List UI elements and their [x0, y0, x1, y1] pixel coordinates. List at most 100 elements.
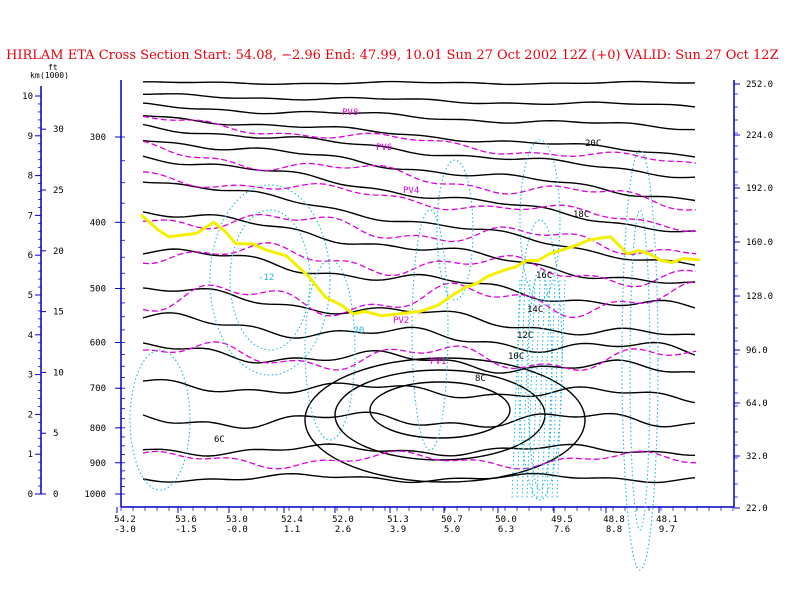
- isotherm-line: [142, 102, 695, 131]
- ft-unit-label: (1000): [40, 71, 69, 80]
- tropopause-line: [140, 213, 701, 318]
- isotherm-line: [142, 155, 696, 233]
- pressure-tick-label: 300: [90, 133, 106, 143]
- isotherm-line: [142, 123, 696, 179]
- vertical-velocity-line: [556, 279, 566, 501]
- pv-label: PV8: [342, 108, 358, 118]
- isotherm-line: [142, 139, 696, 202]
- isotherm-line: [142, 443, 696, 457]
- isotherm-label: 6C: [214, 435, 225, 445]
- vertical-velocity-line: [536, 279, 546, 501]
- km-tick-label: 10: [22, 92, 33, 102]
- right-tick-label: 160.0: [746, 238, 773, 248]
- lat-label: 48.8: [603, 515, 625, 525]
- km-tick-label: 8: [28, 172, 33, 182]
- pressure-tick-label: 1000: [84, 490, 106, 500]
- isotherm-line: [142, 472, 696, 484]
- ft-tick-label: 0: [53, 490, 58, 500]
- right-tick-label: 252.0: [746, 80, 773, 90]
- isotherm-ring: [334, 369, 546, 461]
- ft-label: ft: [48, 63, 58, 72]
- pv-line: [142, 242, 697, 288]
- vertical-velocity-line: [304, 259, 356, 441]
- lon-label: 1.1: [284, 525, 300, 535]
- pressure-tick-label: 400: [90, 218, 106, 228]
- isotherm-line: [142, 312, 696, 356]
- lat-label: 53.0: [226, 515, 248, 525]
- isotherm-label: 20C: [585, 139, 601, 149]
- pv-line: [142, 281, 697, 319]
- pv-label: PV6: [376, 143, 392, 153]
- isotherm-ring: [369, 381, 511, 439]
- lat-label: 52.0: [332, 515, 354, 525]
- vertical-velocity-line: [516, 279, 526, 501]
- vertical-velocity-line: [551, 279, 561, 501]
- vertical-velocity-line: [526, 279, 536, 501]
- lon-label: -1.5: [175, 525, 197, 535]
- pv-line: [142, 171, 697, 233]
- km-tick-label: 9: [28, 132, 33, 142]
- pressure-tick-label: 600: [90, 339, 106, 349]
- isotherm-label: 12C: [517, 331, 533, 341]
- right-tick-label: 128.0: [746, 292, 773, 302]
- right-tick-label: 32.0: [746, 452, 768, 462]
- lat-label: 50.0: [495, 515, 517, 525]
- right-tick-label: 64.0: [746, 399, 768, 409]
- vertical-velocity-line: [521, 279, 531, 501]
- lon-label: 7.6: [554, 525, 570, 535]
- vertical-velocity-line: [546, 279, 556, 501]
- km-tick-label: 2: [28, 410, 33, 420]
- km-label: km: [30, 71, 40, 80]
- lon-label: 5.0: [444, 525, 460, 535]
- lat-label: 48.1: [656, 515, 678, 525]
- pressure-tick-label: 900: [90, 459, 106, 469]
- isoline-field: [129, 80, 701, 571]
- vertical-velocity-line: [436, 159, 474, 301]
- pv-label: PV2: [393, 316, 409, 326]
- right-tick-label: 22.0: [746, 504, 768, 514]
- lat-label: 49.5: [551, 515, 573, 525]
- lon-label: -0.0: [226, 525, 248, 535]
- pv-line: [142, 450, 697, 470]
- pv-line: [142, 213, 697, 256]
- ft-tick-label: 5: [53, 429, 58, 439]
- chart-title: HIRLAM ETA Cross Section Start: 54.08, −…: [6, 48, 779, 63]
- vertical-velocity-line: [519, 139, 561, 301]
- ft-tick-label: 10: [53, 368, 64, 378]
- pressure-tick-label: 800: [90, 424, 106, 434]
- vertical-velocity-line: [527, 269, 553, 491]
- isotherm-line: [142, 411, 696, 430]
- isotherm-line: [142, 115, 696, 158]
- pv-line: [142, 115, 697, 164]
- isotherm-line: [142, 248, 696, 309]
- isotherm-line: [143, 80, 696, 86]
- lat-label: 53.6: [175, 515, 197, 525]
- lat-label: 50.7: [441, 515, 463, 525]
- lat-label: 54.2: [114, 515, 136, 525]
- ft-tick-label: 15: [53, 308, 64, 318]
- lon-label: 6.3: [498, 525, 514, 535]
- lon-label: 2.6: [335, 525, 351, 535]
- vertical-velocity-line: [511, 279, 521, 501]
- lon-label: -3.0: [114, 525, 136, 535]
- pressure-tick-label: 700: [90, 384, 106, 394]
- vertical-velocity-line: [129, 349, 191, 491]
- isotherm-label: 14C: [527, 305, 543, 315]
- km-tick-label: 0: [28, 490, 33, 500]
- ft-tick-label: 25: [53, 186, 64, 196]
- vertical-velocity-label: -12: [258, 273, 274, 283]
- vertical-velocity-label: -20: [348, 326, 364, 336]
- isotherm-label: 8C: [475, 374, 486, 384]
- vertical-velocity-line: [531, 279, 541, 501]
- ft-tick-label: 20: [53, 247, 64, 257]
- isotherm-line: [142, 342, 696, 374]
- km-tick-label: 1: [28, 450, 33, 460]
- km-tick-label: 3: [28, 371, 33, 381]
- lon-label: 8.8: [606, 525, 622, 535]
- ft-tick-label: 30: [53, 125, 64, 135]
- vertical-velocity-line: [621, 149, 659, 571]
- km-tick-label: 6: [28, 251, 33, 261]
- pv-label: PV4: [403, 186, 419, 196]
